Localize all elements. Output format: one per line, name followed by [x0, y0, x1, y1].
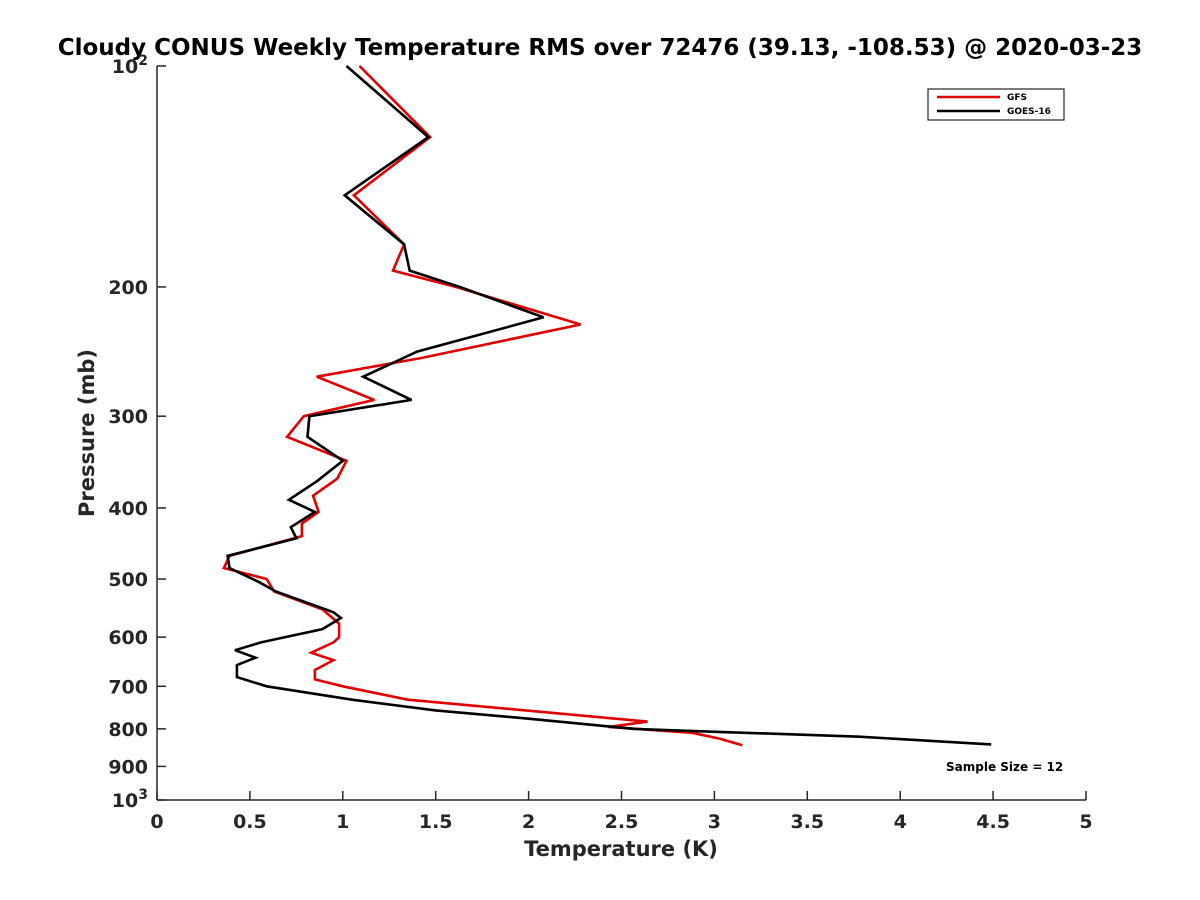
x-tick-label: 5: [1079, 811, 1092, 833]
x-tick-label: 0.5: [233, 811, 267, 833]
legend-label-goes16: GOES-16: [1007, 107, 1051, 117]
y-axis-label: Pressure (mb): [75, 349, 99, 517]
legend: GFS GOES-16: [927, 88, 1065, 121]
x-tick-label: 3: [708, 811, 721, 833]
x-tick-label: 1: [336, 811, 349, 833]
y-tick-label-base: 10: [112, 56, 138, 78]
legend-label-gfs: GFS: [1007, 93, 1027, 103]
x-tick-label: 4: [894, 811, 907, 833]
y-tick-label: 400: [108, 498, 148, 520]
x-ticks: 0 0.5 1 1.5 2 2.5 3 3.5 4 4.5 5: [150, 791, 1093, 833]
y-tick-label-exponent: 2: [138, 53, 148, 69]
x-tick-label: 1.5: [419, 811, 453, 833]
y-tick-label: 200: [108, 277, 148, 299]
y-tick-label: 900: [108, 756, 148, 778]
y-tick-label: 800: [108, 719, 148, 741]
x-tick-label: 2.5: [605, 811, 639, 833]
series-group: [222, 65, 992, 747]
legend-box: [927, 88, 1065, 121]
x-tick-label: 2: [522, 811, 535, 833]
y-tick-label-exponent: 3: [138, 787, 148, 803]
y-tick-label-base: 10: [112, 790, 138, 812]
y-tick-label: 500: [108, 569, 148, 591]
y-tick-label: 700: [108, 676, 148, 698]
x-axis-label: Temperature (K): [524, 837, 718, 861]
chart-title: Cloudy CONUS Weekly Temperature RMS over…: [58, 35, 1143, 61]
x-tick-label: 4.5: [976, 811, 1010, 833]
x-tick-label: 3.5: [790, 811, 824, 833]
y-tick-label: 103: [112, 787, 148, 812]
series-line-goes-16: [226, 65, 992, 746]
y-tick-label: 102: [112, 53, 148, 78]
x-tick-label: 0: [150, 811, 163, 833]
series-line-gfs: [222, 65, 743, 747]
y-tick-label: 300: [108, 406, 148, 428]
sample-size-annotation: Sample Size = 12: [946, 760, 1063, 774]
y-tick-label: 600: [108, 627, 148, 649]
